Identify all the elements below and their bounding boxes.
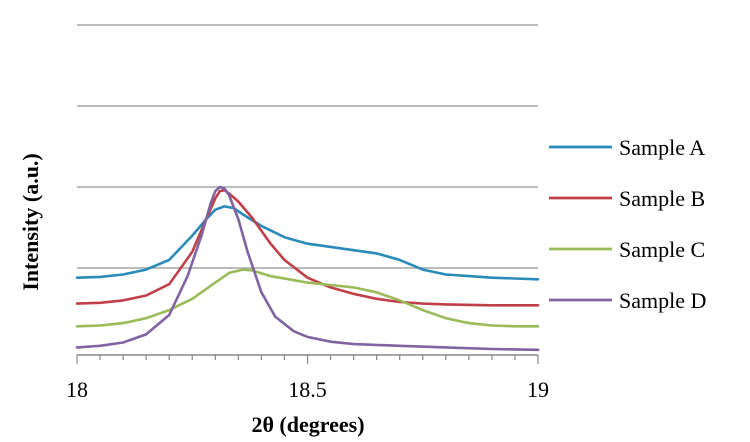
legend-label: Sample B xyxy=(619,186,705,211)
series-line-sample-c xyxy=(75,268,540,328)
legend-label: Sample A xyxy=(619,135,705,160)
legend-label: Sample D xyxy=(619,288,706,313)
x-tick-labels: 18 18.5 19 xyxy=(66,377,549,402)
y-axis-title: Intensity (a.u.) xyxy=(18,153,43,291)
x-tick-label: 18 xyxy=(66,377,88,402)
legend: Sample A Sample B Sample C Sample D xyxy=(549,135,706,313)
series-lines xyxy=(75,185,540,352)
x-tick-label: 19 xyxy=(527,377,549,402)
legend-label: Sample C xyxy=(619,237,705,262)
x-tick-label: 18.5 xyxy=(288,377,327,402)
gridlines xyxy=(77,24,538,269)
series-line-sample-b xyxy=(75,188,540,307)
series-line-sample-d xyxy=(75,185,540,352)
series-line-sample-a xyxy=(75,205,540,281)
x-axis-title: 2θ (degrees) xyxy=(251,412,364,437)
x-axis xyxy=(76,354,539,364)
